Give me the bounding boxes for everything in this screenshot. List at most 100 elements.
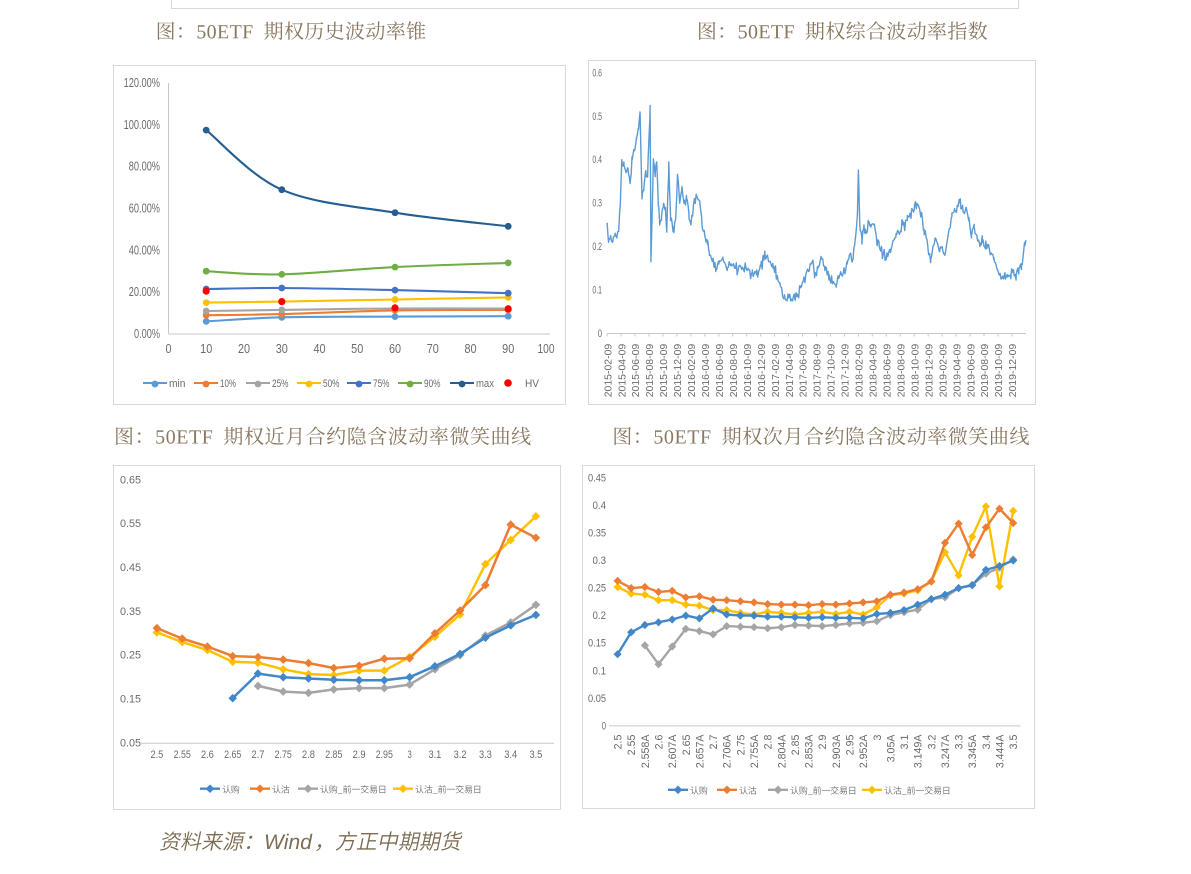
svg-text:0.45: 0.45 xyxy=(120,562,141,574)
svg-text:2017-12-09: 2017-12-09 xyxy=(841,344,852,398)
svg-text:2015-08-09: 2015-08-09 xyxy=(645,344,656,398)
svg-text:0.4: 0.4 xyxy=(592,154,602,166)
svg-text:max: max xyxy=(476,378,494,390)
svg-text:40: 40 xyxy=(313,342,325,356)
svg-text:0.3: 0.3 xyxy=(593,555,607,567)
svg-text:2016-02-09: 2016-02-09 xyxy=(687,344,698,398)
svg-text:2.853A: 2.853A xyxy=(804,734,816,769)
svg-text:80.00%: 80.00% xyxy=(129,160,160,174)
svg-text:2.607A: 2.607A xyxy=(667,734,679,769)
svg-text:60: 60 xyxy=(389,342,401,356)
svg-text:0.4: 0.4 xyxy=(593,500,607,512)
svg-text:75%: 75% xyxy=(373,378,390,390)
svg-text:2015-06-09: 2015-06-09 xyxy=(631,344,642,398)
svg-text:3.444A: 3.444A xyxy=(995,734,1007,769)
svg-text:3.05A: 3.05A xyxy=(885,734,897,763)
svg-text:2018-08-09: 2018-08-09 xyxy=(897,344,908,398)
svg-text:10: 10 xyxy=(200,342,212,356)
svg-text:2.65: 2.65 xyxy=(224,749,241,761)
svg-text:2.6: 2.6 xyxy=(201,749,214,761)
svg-text:100: 100 xyxy=(538,342,555,356)
svg-text:0.5: 0.5 xyxy=(592,111,602,123)
svg-text:2016-04-09: 2016-04-09 xyxy=(701,344,712,398)
svg-text:HV: HV xyxy=(525,378,540,390)
svg-text:0.00%: 0.00% xyxy=(134,327,160,341)
svg-text:10%: 10% xyxy=(220,378,236,390)
svg-text:0.15: 0.15 xyxy=(588,638,606,650)
svg-text:2.9: 2.9 xyxy=(353,749,366,761)
svg-text:2.558A: 2.558A xyxy=(640,734,652,769)
svg-text:2019-04-09: 2019-04-09 xyxy=(952,344,963,398)
svg-text:3.1: 3.1 xyxy=(899,734,911,749)
svg-text:20: 20 xyxy=(238,342,250,356)
svg-text:3.345A: 3.345A xyxy=(967,734,979,769)
svg-text:2019-12-09: 2019-12-09 xyxy=(1008,344,1019,398)
svg-text:2.6: 2.6 xyxy=(654,734,666,749)
svg-text:0.6: 0.6 xyxy=(592,67,602,79)
svg-text:2017-06-09: 2017-06-09 xyxy=(799,344,810,398)
svg-text:3.2: 3.2 xyxy=(454,749,467,761)
svg-text:0.35: 0.35 xyxy=(120,606,141,618)
svg-text:3.247A: 3.247A xyxy=(940,734,952,769)
svg-text:0.2: 0.2 xyxy=(592,241,602,253)
svg-text:2.95: 2.95 xyxy=(376,749,393,761)
svg-text:2017-10-09: 2017-10-09 xyxy=(827,344,838,398)
svg-text:2015-04-09: 2015-04-09 xyxy=(617,344,628,398)
svg-text:2.85: 2.85 xyxy=(325,749,342,761)
svg-text:0.05: 0.05 xyxy=(588,693,606,705)
svg-text:2.706A: 2.706A xyxy=(722,734,734,769)
svg-text:0.1: 0.1 xyxy=(593,665,607,677)
svg-text:25%: 25% xyxy=(272,378,289,390)
svg-text:2.8: 2.8 xyxy=(763,734,775,749)
svg-text:2015-10-09: 2015-10-09 xyxy=(659,344,670,398)
svg-text:2.755A: 2.755A xyxy=(749,734,761,769)
svg-text:0.55: 0.55 xyxy=(120,518,141,530)
svg-text:3.149A: 3.149A xyxy=(913,734,925,769)
svg-text:3: 3 xyxy=(872,735,884,741)
svg-text:2.5: 2.5 xyxy=(613,734,625,749)
svg-text:2016-12-09: 2016-12-09 xyxy=(757,344,768,398)
svg-text:0.05: 0.05 xyxy=(120,737,141,749)
svg-text:2.55: 2.55 xyxy=(626,734,638,755)
svg-text:2019-06-09: 2019-06-09 xyxy=(966,344,977,398)
svg-text:20.00%: 20.00% xyxy=(129,285,160,299)
svg-text:0: 0 xyxy=(602,720,606,732)
svg-text:120.00%: 120.00% xyxy=(124,76,160,90)
svg-text:0.35: 0.35 xyxy=(588,527,606,539)
svg-text:2.75: 2.75 xyxy=(735,734,747,755)
svg-text:2018-02-09: 2018-02-09 xyxy=(855,344,866,398)
svg-text:2.9: 2.9 xyxy=(817,734,829,749)
svg-text:2.65: 2.65 xyxy=(681,734,693,755)
svg-text:0.45: 0.45 xyxy=(588,472,606,484)
svg-text:0.65: 0.65 xyxy=(120,474,141,486)
svg-text:3.4: 3.4 xyxy=(504,749,517,761)
svg-text:3.3: 3.3 xyxy=(954,734,966,749)
svg-text:0.25: 0.25 xyxy=(120,650,141,662)
svg-text:min: min xyxy=(169,378,186,390)
svg-text:3.1: 3.1 xyxy=(428,749,441,761)
svg-text:2017-02-09: 2017-02-09 xyxy=(771,344,782,398)
svg-text:2.8: 2.8 xyxy=(302,749,315,761)
svg-text:2017-04-09: 2017-04-09 xyxy=(785,344,796,398)
svg-text:2.55: 2.55 xyxy=(174,749,191,761)
svg-text:90%: 90% xyxy=(424,378,441,390)
svg-text:90: 90 xyxy=(502,342,514,356)
svg-text:2.952A: 2.952A xyxy=(858,734,870,769)
svg-text:100.00%: 100.00% xyxy=(124,118,160,132)
svg-text:2019-08-09: 2019-08-09 xyxy=(980,344,991,398)
svg-text:2.75: 2.75 xyxy=(275,749,292,761)
svg-text:2017-08-09: 2017-08-09 xyxy=(813,344,824,398)
svg-text:3.4: 3.4 xyxy=(981,734,993,749)
svg-text:0: 0 xyxy=(598,328,602,340)
svg-text:3: 3 xyxy=(407,749,411,761)
svg-text:2016-06-09: 2016-06-09 xyxy=(715,344,726,398)
svg-text:0: 0 xyxy=(166,342,172,356)
svg-text:50%: 50% xyxy=(323,378,340,390)
svg-text:0.2: 0.2 xyxy=(593,610,607,622)
svg-text:2019-02-09: 2019-02-09 xyxy=(938,344,949,398)
svg-text:2018-04-09: 2018-04-09 xyxy=(869,344,880,398)
svg-text:2016-08-09: 2016-08-09 xyxy=(729,344,740,398)
svg-text:40.00%: 40.00% xyxy=(129,243,160,257)
svg-text:3.5: 3.5 xyxy=(1008,734,1020,749)
svg-text:2018-10-09: 2018-10-09 xyxy=(910,344,921,398)
